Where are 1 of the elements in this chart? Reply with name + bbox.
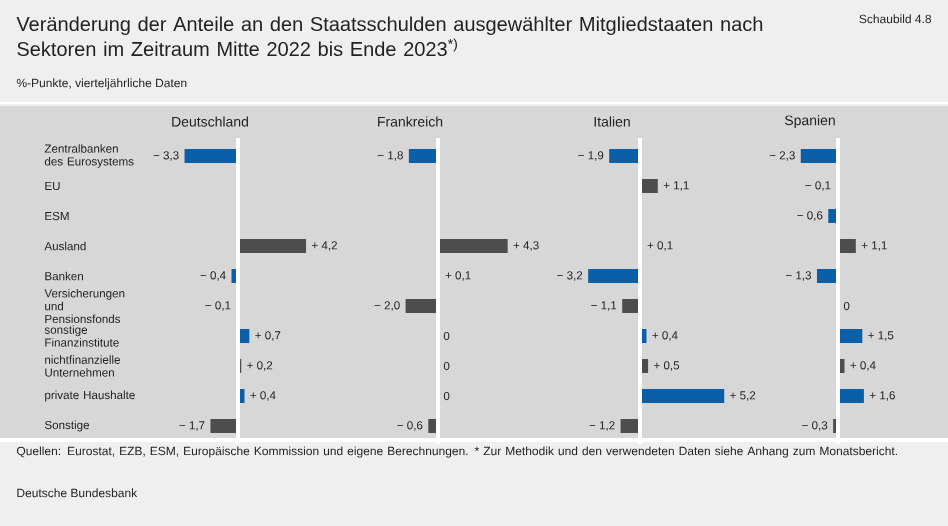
text: Veränderung der Anteile an den Staatsschulden ausgewählter Mitgliedstaaten nach Sektoren im Zeitraum Mitte 2022 bis Ende 2023$^{*)}$ <box>16 16 763 57</box>
